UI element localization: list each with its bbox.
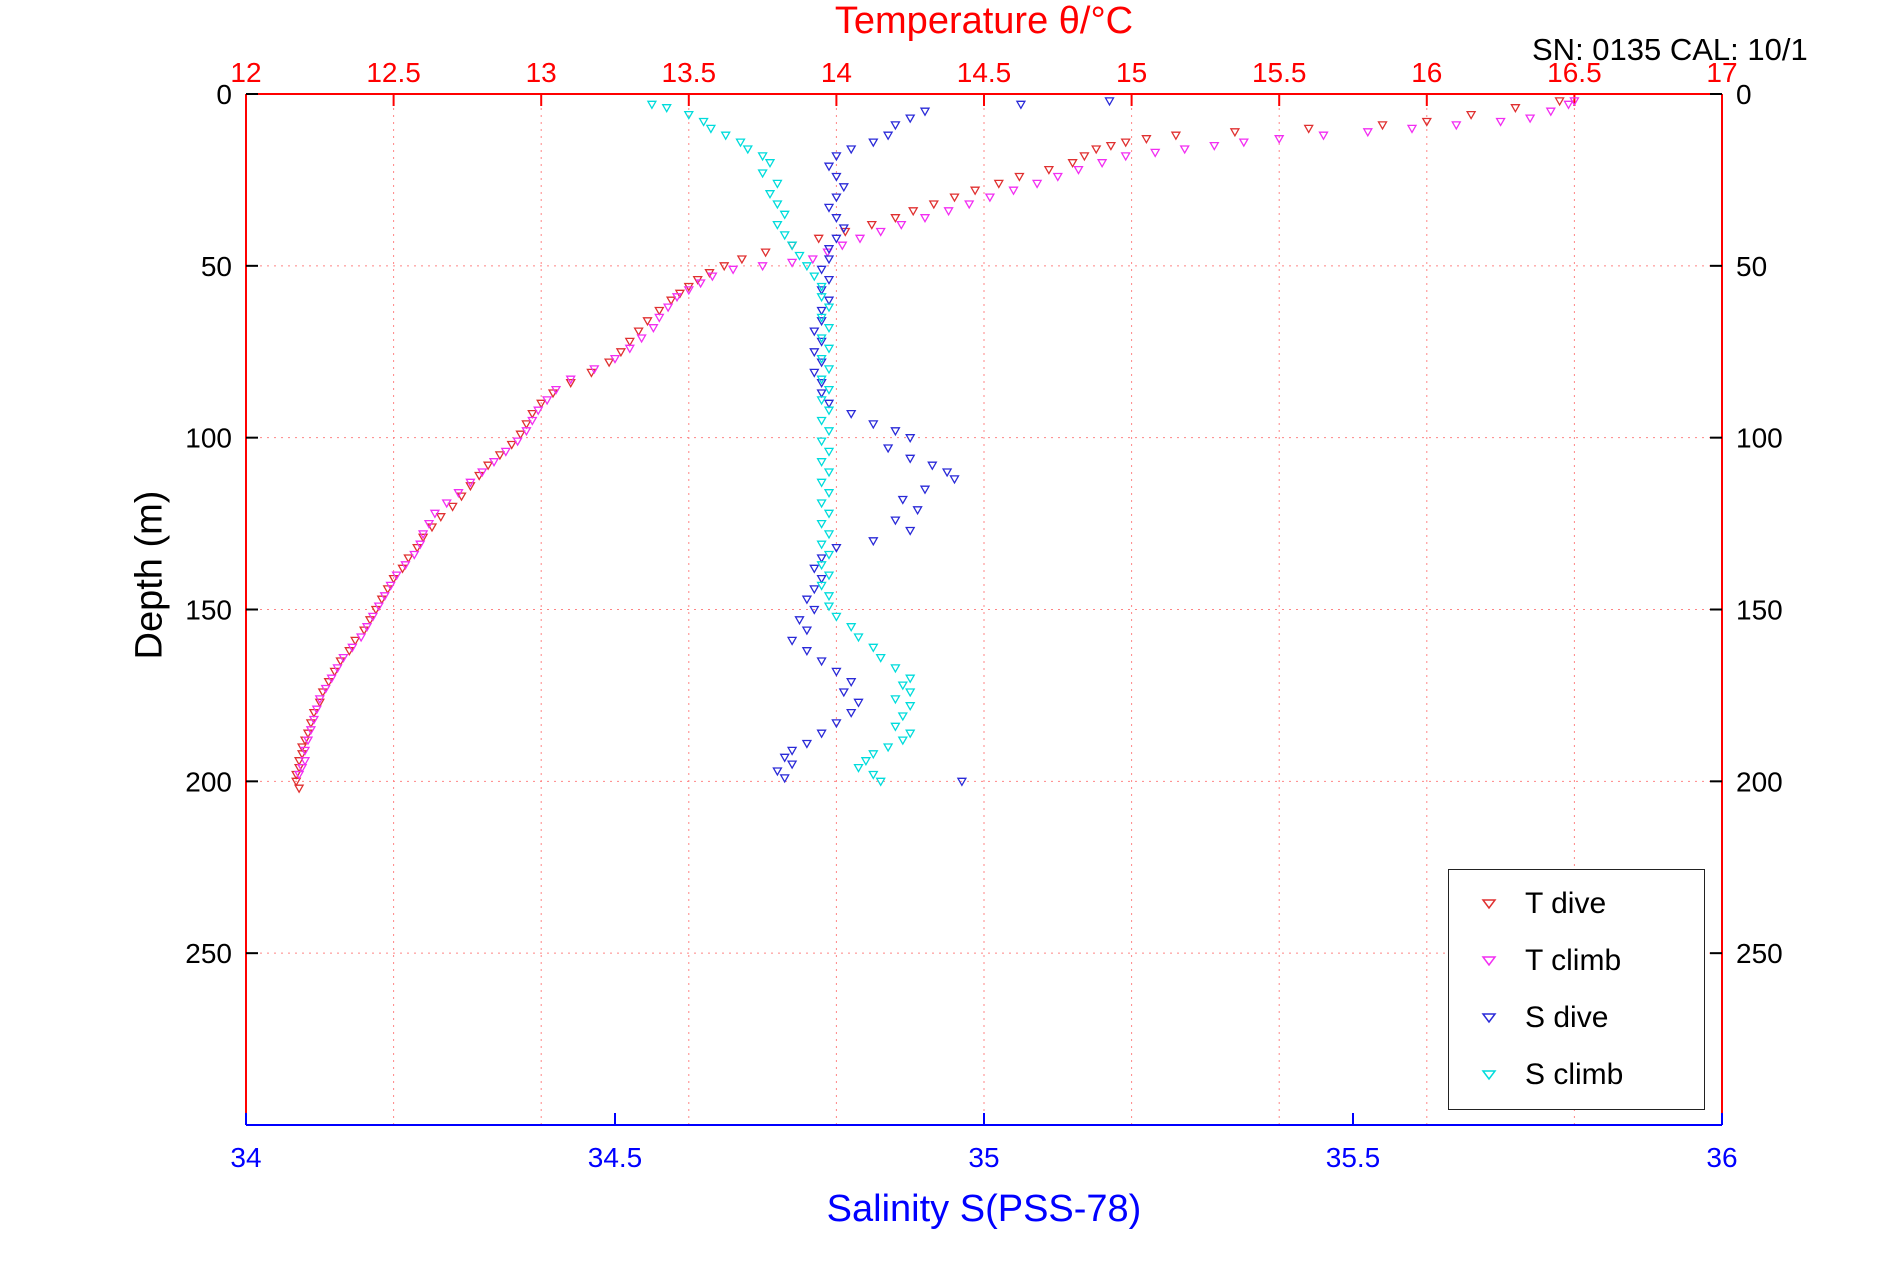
svg-text:12.5: 12.5 (366, 57, 421, 88)
legend-item-t-climb: T climb (1449, 944, 1704, 978)
svg-text:15: 15 (1116, 57, 1147, 88)
legend-label: T dive (1525, 887, 1607, 921)
svg-text:35.5: 35.5 (1326, 1142, 1381, 1173)
svg-text:16: 16 (1411, 57, 1442, 88)
legend-box: T dive T climb S dive S climb (1448, 869, 1705, 1110)
svg-text:0: 0 (1736, 79, 1752, 110)
svg-text:250: 250 (1736, 938, 1783, 969)
svg-text:14.5: 14.5 (957, 57, 1012, 88)
triangle-down-marker-icon (1481, 1013, 1497, 1024)
svg-text:12: 12 (230, 57, 261, 88)
legend-item-s-climb: S climb (1449, 1058, 1704, 1092)
svg-text:15.5: 15.5 (1252, 57, 1307, 88)
svg-text:14: 14 (821, 57, 852, 88)
svg-text:200: 200 (1736, 766, 1783, 797)
svg-text:34.5: 34.5 (588, 1142, 643, 1173)
svg-text:50: 50 (201, 251, 232, 282)
svg-text:34: 34 (230, 1142, 261, 1173)
triangle-down-marker-icon (1481, 1069, 1497, 1080)
svg-text:150: 150 (185, 595, 232, 626)
legend-label: S dive (1525, 1000, 1609, 1034)
svg-text:17: 17 (1706, 57, 1737, 88)
legend-label: S climb (1525, 1057, 1624, 1091)
chart-title-temperature: Temperature θ/°C (834, 0, 1134, 42)
triangle-down-marker-icon (1481, 956, 1497, 967)
svg-text:100: 100 (185, 423, 232, 454)
svg-text:50: 50 (1736, 251, 1767, 282)
triangle-down-marker-icon (1481, 899, 1497, 910)
svg-text:35: 35 (968, 1142, 999, 1173)
y-axis-label-depth: Depth (m) (128, 490, 171, 660)
svg-text:36: 36 (1706, 1142, 1737, 1173)
svg-text:200: 200 (185, 766, 232, 797)
svg-text:13: 13 (526, 57, 557, 88)
x-axis-label-salinity: Salinity S(PSS-78) (826, 1188, 1142, 1230)
svg-text:13.5: 13.5 (662, 57, 717, 88)
legend-item-t-dive: T dive (1449, 887, 1704, 921)
serial-calibration-label: SN: 0135 CAL: 10/1 (1532, 32, 1808, 67)
legend-label: T climb (1525, 944, 1622, 978)
svg-text:250: 250 (185, 938, 232, 969)
legend-item-s-dive: S dive (1449, 1001, 1704, 1035)
svg-text:16.5: 16.5 (1547, 57, 1602, 88)
svg-text:100: 100 (1736, 423, 1783, 454)
svg-text:0: 0 (216, 79, 232, 110)
svg-text:150: 150 (1736, 595, 1783, 626)
